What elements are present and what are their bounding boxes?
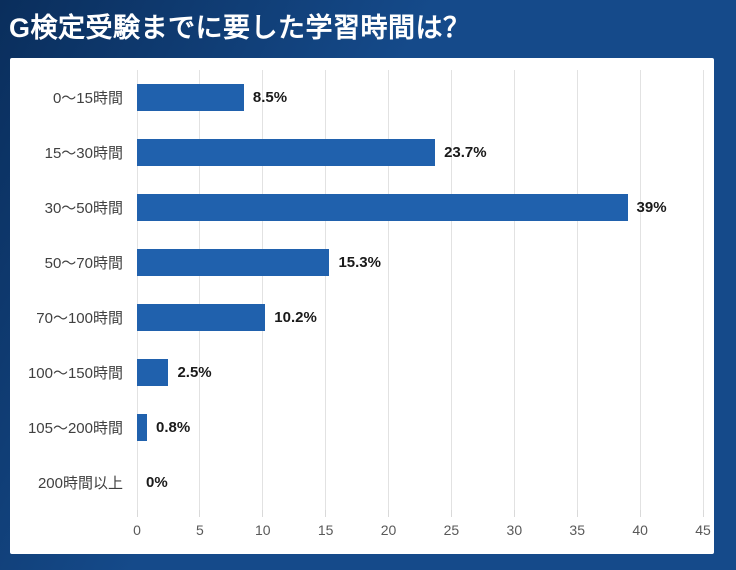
category-label: 70〜100時間 — [36, 310, 123, 327]
gridline — [576, 70, 578, 510]
gridline — [136, 70, 138, 510]
x-axis-tick-mark — [388, 510, 390, 517]
category-label: 50〜70時間 — [44, 255, 123, 272]
x-axis-tick-mark — [325, 510, 327, 517]
x-axis-tick-label: 35 — [569, 522, 585, 538]
gridline — [702, 70, 704, 510]
chart-panel: 0 5 10 15 20 25 30 35 40 45 0〜15時間 8.5% 15〜30時間 23.7%… — [10, 58, 714, 554]
x-axis-tick-mark — [639, 510, 641, 517]
bar-row: 105〜200時間 0.8% — [28, 400, 703, 455]
x-axis-tick-label: 0 — [133, 522, 141, 538]
gridline — [513, 70, 515, 510]
bar-row: 15〜30時間 23.7% — [45, 125, 703, 180]
bar — [137, 249, 330, 276]
x-axis-tick-label: 25 — [443, 522, 460, 538]
x-axis-tick-mark — [702, 510, 704, 517]
bar — [137, 139, 436, 166]
x-axis-tick-label: 40 — [632, 522, 648, 538]
plot-area: 0 5 10 15 20 25 30 35 40 45 0〜15時間 8.5% 15〜30時間 23.7%… — [28, 70, 711, 538]
bar-row: 70〜100時間 10.2% — [36, 290, 703, 345]
x-axis-tick-mark — [136, 510, 138, 517]
gridline — [388, 70, 390, 510]
value-label: 39% — [636, 199, 667, 216]
x-axis-tick-mark — [513, 510, 515, 517]
value-label: 0% — [146, 474, 168, 491]
gridline — [199, 70, 201, 510]
bar-row: 50〜70時間 15.3% — [45, 235, 703, 290]
x-axis-tick-label: 15 — [317, 522, 334, 538]
x-axis-tick-mark — [262, 510, 264, 517]
gridline — [262, 70, 264, 510]
bar-row: 0〜15時間 8.5% — [53, 70, 703, 125]
value-label: 8.5% — [252, 89, 288, 106]
bar — [137, 414, 148, 441]
gridline — [450, 70, 452, 510]
gridline — [325, 70, 327, 510]
category-label: 100〜150時間 — [27, 365, 123, 382]
category-label: 105〜200時間 — [27, 420, 123, 437]
category-label: 0〜15時間 — [52, 90, 123, 107]
category-label: 15〜30時間 — [44, 145, 123, 162]
bar-row: 100〜150時間 2.5% — [28, 345, 703, 400]
x-axis-tick-mark — [199, 510, 201, 517]
chart-title: G検定受験までに要した学習時間は？ — [9, 13, 471, 43]
bar — [137, 359, 169, 386]
bar-row: 200時間以上 0% — [38, 455, 703, 510]
x-axis-tick-label: 30 — [506, 522, 523, 538]
x-axis-tick-label: 20 — [380, 522, 397, 538]
x-axis-tick-mark — [576, 510, 578, 517]
bar — [137, 84, 244, 111]
value-label: 23.7% — [444, 144, 487, 161]
category-label: 200時間以上 — [37, 475, 123, 492]
x-axis-tick-label: 45 — [695, 522, 711, 538]
gridline — [639, 70, 641, 510]
x-axis-tick-label: 5 — [195, 522, 204, 538]
bar — [137, 304, 266, 331]
category-label: 30〜50時間 — [44, 200, 123, 217]
x-axis-tick-label: 10 — [254, 522, 271, 538]
x-axis-tick-mark — [450, 510, 452, 517]
value-label: 15.3% — [338, 254, 381, 271]
value-label: 0.8% — [156, 419, 191, 436]
value-label: 10.2% — [274, 309, 317, 326]
bar-row: 30〜50時間 39% — [45, 180, 703, 235]
value-label: 2.5% — [177, 364, 212, 381]
bar — [137, 194, 628, 221]
